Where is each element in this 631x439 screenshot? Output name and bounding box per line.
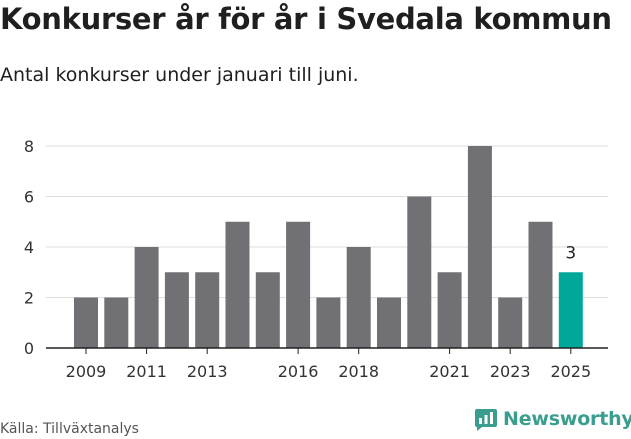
bar-2023 bbox=[498, 297, 523, 348]
newsworthy-logo-icon bbox=[475, 409, 497, 431]
x-tick-label: 2025 bbox=[550, 362, 591, 381]
bar-chart: 0 2 4 6 8 2009 2011 2013 2016 2018 2021 2023 2025 3 bbox=[24, 137, 608, 381]
brand-logo: Newsworthy bbox=[474, 407, 631, 431]
bar-2019 bbox=[377, 297, 401, 348]
bar-2022 bbox=[467, 146, 492, 348]
bar-2011 bbox=[134, 247, 159, 348]
chart-subtitle: Antal konkurser under januari till juni. bbox=[0, 64, 359, 86]
x-tick-label: 2016 bbox=[278, 362, 319, 381]
bar-2018 bbox=[346, 247, 371, 348]
data-label-2025: 3 bbox=[565, 243, 576, 263]
bar-2015 bbox=[255, 272, 280, 348]
bar-2013 bbox=[195, 272, 220, 348]
bar-2014 bbox=[225, 221, 250, 348]
x-tick-label: 2018 bbox=[338, 362, 379, 381]
y-tick-label: 0 bbox=[24, 339, 34, 358]
bar-2021 bbox=[437, 272, 462, 348]
x-tick-label: 2013 bbox=[187, 362, 228, 381]
x-tick-label: 2023 bbox=[490, 362, 531, 381]
source-note: Källa: Tillväxtanalys bbox=[0, 421, 139, 437]
y-tick-label: 8 bbox=[24, 137, 34, 156]
brand-name: Newsworthy bbox=[503, 408, 631, 430]
bar-2025 bbox=[558, 272, 583, 348]
bar-2016 bbox=[286, 221, 311, 348]
x-tick-label: 2011 bbox=[126, 362, 167, 381]
bar-2010 bbox=[104, 297, 129, 348]
x-tick-label: 2009 bbox=[66, 362, 107, 381]
bar-2017 bbox=[316, 297, 341, 348]
y-tick-label: 6 bbox=[24, 188, 34, 207]
bar-2012 bbox=[164, 272, 189, 348]
bar-2024 bbox=[528, 221, 553, 348]
chart-title: Konkurser år för år i Svedala kommun bbox=[0, 2, 612, 36]
y-tick-label: 4 bbox=[24, 238, 34, 257]
x-tick-label: 2021 bbox=[429, 362, 470, 381]
bar-2020 bbox=[407, 196, 432, 348]
bar-2009 bbox=[74, 297, 98, 348]
y-tick-label: 2 bbox=[24, 289, 34, 308]
